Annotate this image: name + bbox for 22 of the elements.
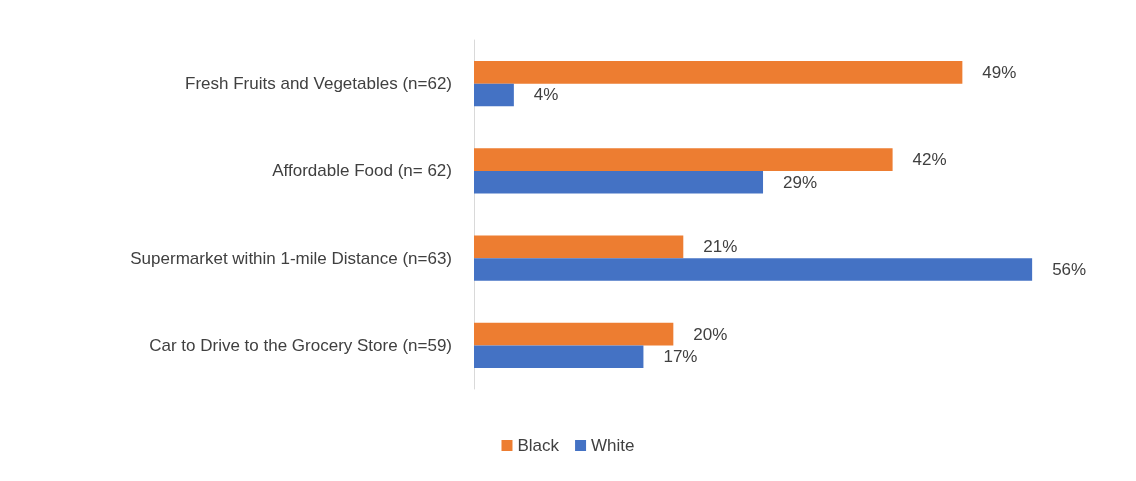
y-tick-label: Car to Drive to the Grocery Store (n=59) bbox=[149, 335, 452, 355]
bar bbox=[474, 345, 644, 369]
bar bbox=[474, 170, 764, 194]
legend-label: White bbox=[591, 436, 635, 455]
bar bbox=[474, 235, 684, 259]
y-tick-label: Fresh Fruits and Vegetables (n=62) bbox=[185, 74, 452, 94]
data-label: 42% bbox=[912, 150, 947, 170]
data-label: 4% bbox=[533, 85, 559, 105]
y-tick-label: Affordable Food (n= 62) bbox=[272, 161, 452, 181]
bar bbox=[474, 148, 893, 171]
bar bbox=[474, 322, 674, 346]
data-label: 20% bbox=[693, 324, 728, 344]
data-label: 29% bbox=[783, 172, 818, 192]
data-label: 49% bbox=[982, 62, 1017, 82]
data-label: 17% bbox=[663, 347, 698, 367]
data-label: 56% bbox=[1052, 259, 1087, 279]
bar bbox=[474, 83, 514, 107]
bar bbox=[474, 60, 963, 84]
data-label: 21% bbox=[703, 237, 738, 257]
bar bbox=[474, 258, 1033, 281]
y-tick-label: Supermarket within 1-mile Distance (n=63) bbox=[130, 248, 452, 268]
legend-label: Black bbox=[517, 436, 560, 455]
